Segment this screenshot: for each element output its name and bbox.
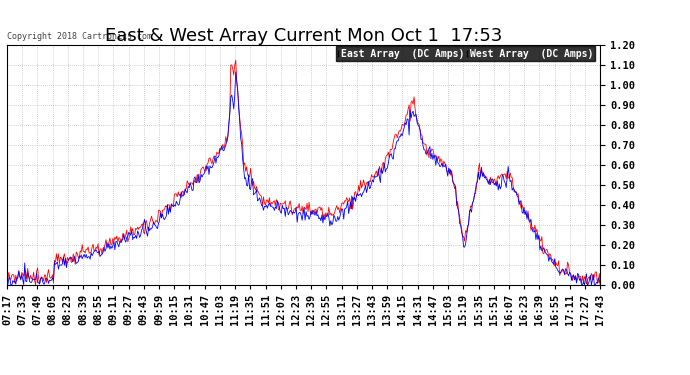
Title: East & West Array Current Mon Oct 1  17:53: East & West Array Current Mon Oct 1 17:5… [105, 27, 502, 45]
Text: Copyright 2018 Cartronics.com: Copyright 2018 Cartronics.com [7, 32, 152, 41]
Legend: East Array  (DC Amps), West Array  (DC Amps): East Array (DC Amps), West Array (DC Amp… [336, 46, 595, 61]
